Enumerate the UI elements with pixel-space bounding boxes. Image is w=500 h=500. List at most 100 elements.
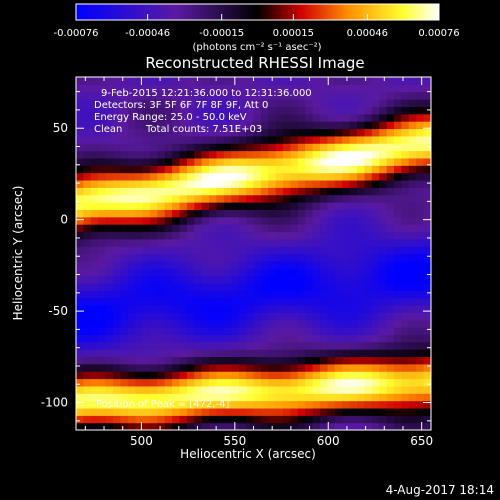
heatmap-cell [194, 128, 203, 137]
heatmap-cell [135, 172, 144, 181]
heatmap-cell [364, 209, 373, 218]
heatmap-cell [246, 415, 255, 424]
heatmap-cell [98, 371, 107, 380]
heatmap-cell [386, 385, 395, 394]
heatmap-cell [305, 341, 314, 350]
heatmap-cell [334, 187, 343, 196]
heatmap-cell [194, 385, 203, 394]
heatmap-cell [305, 415, 314, 424]
heatmap-cell [394, 268, 403, 277]
heatmap-cell [371, 334, 380, 343]
heatmap-cell [253, 84, 262, 93]
heatmap-cell [312, 143, 321, 152]
heatmap-cell [127, 253, 136, 262]
heatmap-image [76, 77, 431, 430]
heatmap-cell [142, 268, 151, 277]
heatmap-cell [416, 128, 425, 137]
heatmap-cell [238, 304, 247, 313]
heatmap-cell [164, 356, 173, 365]
heatmap-cell [253, 334, 262, 343]
heatmap-cell [105, 150, 114, 159]
heatmap-cell [408, 187, 417, 196]
heatmap-cell [386, 216, 395, 225]
heatmap-cell [194, 99, 203, 108]
heatmap-cell [268, 334, 277, 343]
heatmap-cell [172, 99, 181, 108]
heatmap-cell [275, 327, 284, 335]
heatmap-cell [408, 297, 417, 306]
heatmap-cell [76, 165, 84, 174]
heatmap-cell [253, 407, 262, 416]
heatmap-cell [186, 143, 195, 152]
heatmap-cell [201, 216, 210, 225]
heatmap-cell [394, 297, 403, 306]
heatmap-cell [364, 246, 373, 255]
heatmap-cell [172, 422, 181, 430]
heatmap-cell [305, 400, 314, 409]
heatmap-cell [312, 91, 321, 100]
heatmap-cell [357, 400, 366, 409]
heatmap-cell [172, 341, 181, 350]
heatmap-cell [194, 260, 203, 269]
heatmap-cell [312, 275, 321, 284]
heatmap-cell [275, 422, 284, 430]
heatmap-cell [127, 143, 136, 152]
heatmap-cell [297, 246, 306, 255]
heatmap-cell [268, 121, 277, 130]
heatmap-cell [334, 385, 343, 394]
heatmap-cell [253, 312, 262, 321]
heatmap-cell [275, 290, 284, 299]
heatmap-cell [327, 422, 336, 430]
heatmap-cell [216, 268, 225, 277]
heatmap-cell [120, 187, 129, 196]
heatmap-cell [408, 334, 417, 343]
x-tick-label: 650 [410, 434, 433, 448]
heatmap-cell [349, 179, 358, 188]
heatmap-cell [371, 290, 380, 299]
heatmap-cell [401, 231, 410, 240]
heatmap-cell [186, 327, 195, 335]
heatmap-cell [297, 194, 306, 203]
heatmap-cell [401, 297, 410, 306]
heatmap-cell [275, 378, 284, 387]
heatmap-cell [246, 84, 255, 93]
heatmap-cell [268, 385, 277, 394]
heatmap-cell [246, 312, 255, 321]
heatmap-cell [120, 150, 129, 159]
heatmap-cell [371, 260, 380, 269]
heatmap-cell [83, 297, 92, 306]
heatmap-cell [275, 349, 284, 358]
heatmap-cell [357, 238, 366, 247]
heatmap-cell [386, 415, 395, 424]
heatmap-cell [305, 319, 314, 328]
heatmap-cell [423, 253, 431, 262]
heatmap-cell [112, 371, 121, 380]
heatmap-cell [98, 422, 107, 430]
heatmap-cell [253, 422, 262, 430]
heatmap-cell [408, 422, 417, 430]
heatmap-cell [238, 385, 247, 394]
heatmap-cell [320, 415, 329, 424]
heatmap-cell [305, 143, 314, 152]
heatmap-cell [98, 209, 107, 218]
heatmap-cell [216, 349, 225, 358]
heatmap-cell [297, 363, 306, 372]
heatmap-cell [401, 378, 410, 387]
heatmap-cell [423, 121, 431, 130]
heatmap-cell [275, 407, 284, 416]
heatmap-cell [76, 268, 84, 277]
heatmap-cell [349, 371, 358, 380]
heatmap-cell [127, 268, 136, 277]
heatmap-cell [223, 334, 232, 343]
heatmap-cell [201, 194, 210, 203]
heatmap-cell [246, 260, 255, 269]
heatmap-cell [209, 327, 218, 335]
heatmap-cell [164, 150, 173, 159]
heatmap-cell [297, 157, 306, 166]
heatmap-cell [290, 297, 299, 306]
heatmap-cell [394, 275, 403, 284]
heatmap-cell [246, 187, 255, 196]
heatmap-cell [357, 275, 366, 284]
heatmap-cell [327, 253, 336, 262]
heatmap-cell [105, 113, 114, 122]
